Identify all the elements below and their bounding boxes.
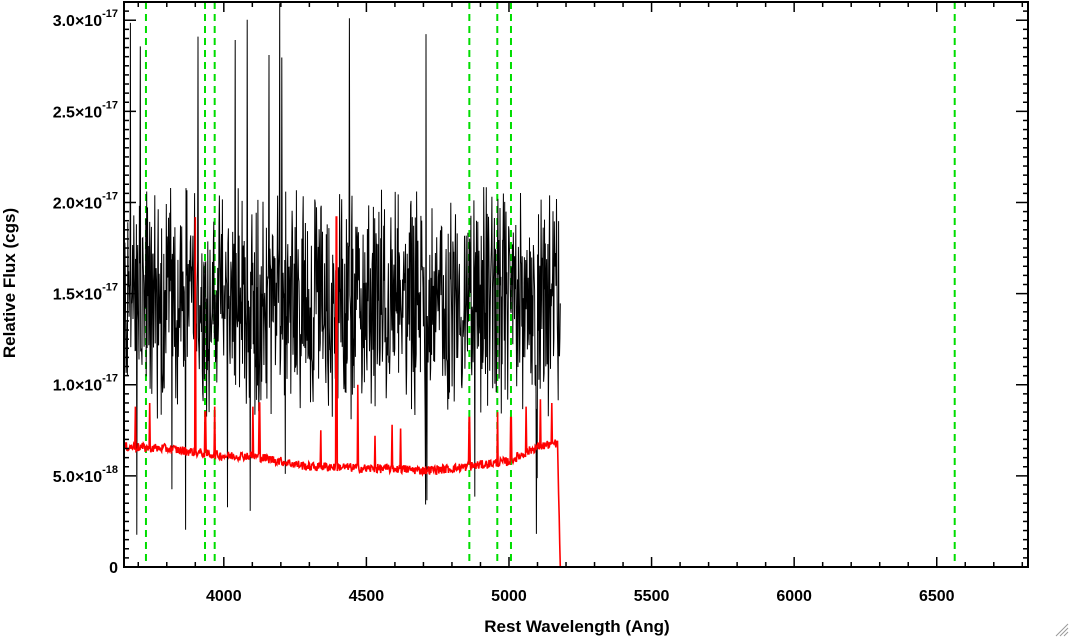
resize-grip[interactable] — [1055, 623, 1069, 637]
x-tick-label: 5000 — [491, 588, 527, 605]
y-tick-label: 2.0×10-17 — [53, 190, 118, 212]
y-tick-label: 0 — [109, 560, 118, 577]
series-spectrum-black — [123, 3, 561, 535]
y-axis-title: Relative Flux (cgs) — [0, 208, 19, 358]
y-tick-label: 2.5×10-17 — [53, 99, 118, 121]
x-tick-label: 4000 — [206, 588, 242, 605]
y-tick-label: 1.5×10-17 — [53, 282, 118, 304]
y-tick-label: 5.0×10-18 — [53, 464, 118, 486]
series-spectrum-red — [123, 216, 1028, 568]
axes: 4000 4500 5000 5500 6000 6500 0 5.0×10-18 1.0×10… — [53, 1, 1029, 605]
x-axis-title: Rest Wavelength (Ang) — [484, 617, 669, 636]
y-tick-label: 1.0×10-17 — [53, 373, 118, 395]
x-tick-label: 4500 — [349, 588, 385, 605]
x-tick-label: 6500 — [919, 588, 955, 605]
x-tick-label: 5500 — [634, 588, 670, 605]
series-layer — [123, 3, 1028, 568]
y-tick-label: 3.0×10-17 — [53, 8, 118, 30]
x-tick-label: 6000 — [776, 588, 812, 605]
